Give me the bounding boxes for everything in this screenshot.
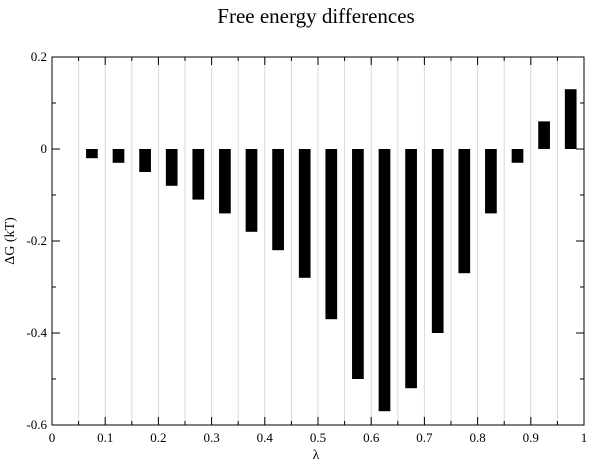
bar [245,149,258,232]
x-tick-label: 0.9 [523,430,539,445]
bar [538,121,550,149]
x-tick-label: 0.7 [416,430,433,445]
bar [564,89,577,149]
y-axis-label: ΔG (kT) [3,217,18,265]
y-tick-label: 0.2 [31,49,47,64]
bar [86,149,98,159]
x-tick-label: 0.2 [150,430,166,445]
bar [298,149,311,278]
x-tick-label: 0.3 [203,430,219,445]
grid-lines [78,57,558,425]
bar [378,149,391,412]
bar [219,149,231,214]
x-axis-label: λ [313,448,320,463]
y-tick-label: -0.2 [26,233,47,248]
x-tick-labels: 0 0.1 0.2 0.3 0.4 0.5 0.6 0.7 0.8 0.9 1 [49,430,588,445]
y-tick-label: -0.6 [26,417,47,432]
bar [352,149,364,379]
x-tick-label: 0.4 [257,430,274,445]
bar [511,149,524,163]
bar [325,149,338,320]
x-tick-label: 1 [581,430,588,445]
bar [165,149,178,186]
bar [405,149,417,389]
x-tick-label: 0.6 [363,430,380,445]
bar [192,149,205,200]
bar [458,149,471,274]
tick-marks [51,56,585,426]
bar [112,149,125,163]
bars [86,89,577,412]
bar [431,149,444,333]
y-tick-label: 0 [41,141,48,156]
x-tick-label: 0.5 [310,430,326,445]
y-tick-labels: 0.2 0 -0.2 -0.4 -0.6 [26,49,47,432]
bar [485,149,497,214]
x-tick-label: 0 [49,430,56,445]
y-tick-label: -0.4 [26,325,47,340]
chart-title: Free energy differences [217,4,414,28]
x-tick-label: 0.1 [97,430,113,445]
x-tick-label: 0.8 [469,430,485,445]
bar [139,149,151,172]
bar [272,149,284,251]
